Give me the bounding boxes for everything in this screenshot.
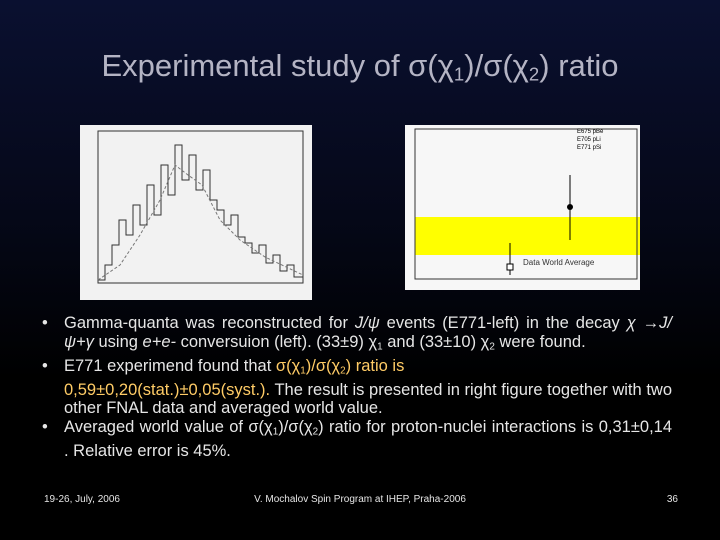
data-point <box>567 204 573 210</box>
title-text: )/σ(χ <box>464 48 529 83</box>
right-figure: E675 pBe E705 pLi E771 pSi Data World Av… <box>405 125 640 290</box>
legend-entry: E675 pBe <box>577 129 604 135</box>
title-text: Experimental study of σ(χ <box>101 48 454 83</box>
title-text: ) ratio <box>539 48 619 83</box>
text-segment: 2 <box>489 341 495 353</box>
left-figure <box>80 125 312 300</box>
fit-curve <box>97 164 304 281</box>
title-subscript: 1 <box>453 63 465 85</box>
bullet: Gamma-quanta was reconstructed for J/ψ e… <box>40 314 672 357</box>
text-segment: were found. <box>494 332 586 351</box>
text-segment: and (33±10) χ <box>382 332 490 351</box>
plot-frame <box>97 130 304 284</box>
bullet: E771 experimend found that σ(χ1)/σ(χ2) r… <box>40 357 672 418</box>
data-point <box>506 263 514 271</box>
legend-entry: E705 pLi <box>577 137 601 143</box>
plot-frame <box>414 128 638 280</box>
text-segment: Gamma-quanta was reconstructed for <box>64 314 355 332</box>
text-segment: ) ratio for proton-nuclei interactions i… <box>64 417 673 460</box>
text-segment: events (E771-left) in the decay <box>379 314 627 332</box>
text-segment: )/σ(χ <box>305 356 341 375</box>
text-segment: χ →J/ψ+γ <box>64 314 672 351</box>
footer-date: 19-26, July, 2006 <box>44 494 120 505</box>
text-segment: J/ψ <box>354 314 380 332</box>
slide-title: Experimental study of σ(χ1)/σ(χ2) ratio <box>0 48 720 86</box>
text-segment: using <box>93 332 143 351</box>
text-segment: 1 <box>377 341 383 353</box>
histogram <box>98 144 303 281</box>
text-segment: 2 <box>340 365 346 377</box>
text-segment: The result is presented in right figure … <box>64 380 672 418</box>
text-segment: ) ratio is <box>345 356 405 375</box>
text-segment: 1 <box>272 426 279 438</box>
text-segment: conversuion (left). (33±9) χ <box>176 332 378 351</box>
figure-background <box>405 125 640 290</box>
text-segment: 2 <box>312 426 319 438</box>
footer-center: V. Mochalov Spin Program at IHEP, Praha-… <box>254 494 466 505</box>
band-label: Data World Average <box>523 258 595 267</box>
world-average-band <box>415 217 640 255</box>
text-segment: σ(χ <box>275 356 301 375</box>
text-segment: )/σ(χ <box>278 417 313 436</box>
title-subscript: 2 <box>528 63 540 85</box>
text-segment: 1 <box>300 365 306 377</box>
text-segment: Averaged world value of <box>64 417 249 436</box>
text-segment: E771 experimend found that <box>64 356 276 375</box>
legend-entry: E771 pSi <box>577 145 601 151</box>
bullet-list: Gamma-quanta was reconstructed for J/ψ e… <box>40 314 672 461</box>
text-segment: 0,59±0,20(stat.)±0,05(syst.). <box>64 380 271 399</box>
page-number: 36 <box>666 494 678 505</box>
text-segment: e+e- <box>142 332 176 351</box>
figure-background <box>80 125 312 300</box>
text-segment: σ(χ <box>248 417 273 436</box>
bullet: Averaged world value of σ(χ1)/σ(χ2) rati… <box>40 418 672 461</box>
